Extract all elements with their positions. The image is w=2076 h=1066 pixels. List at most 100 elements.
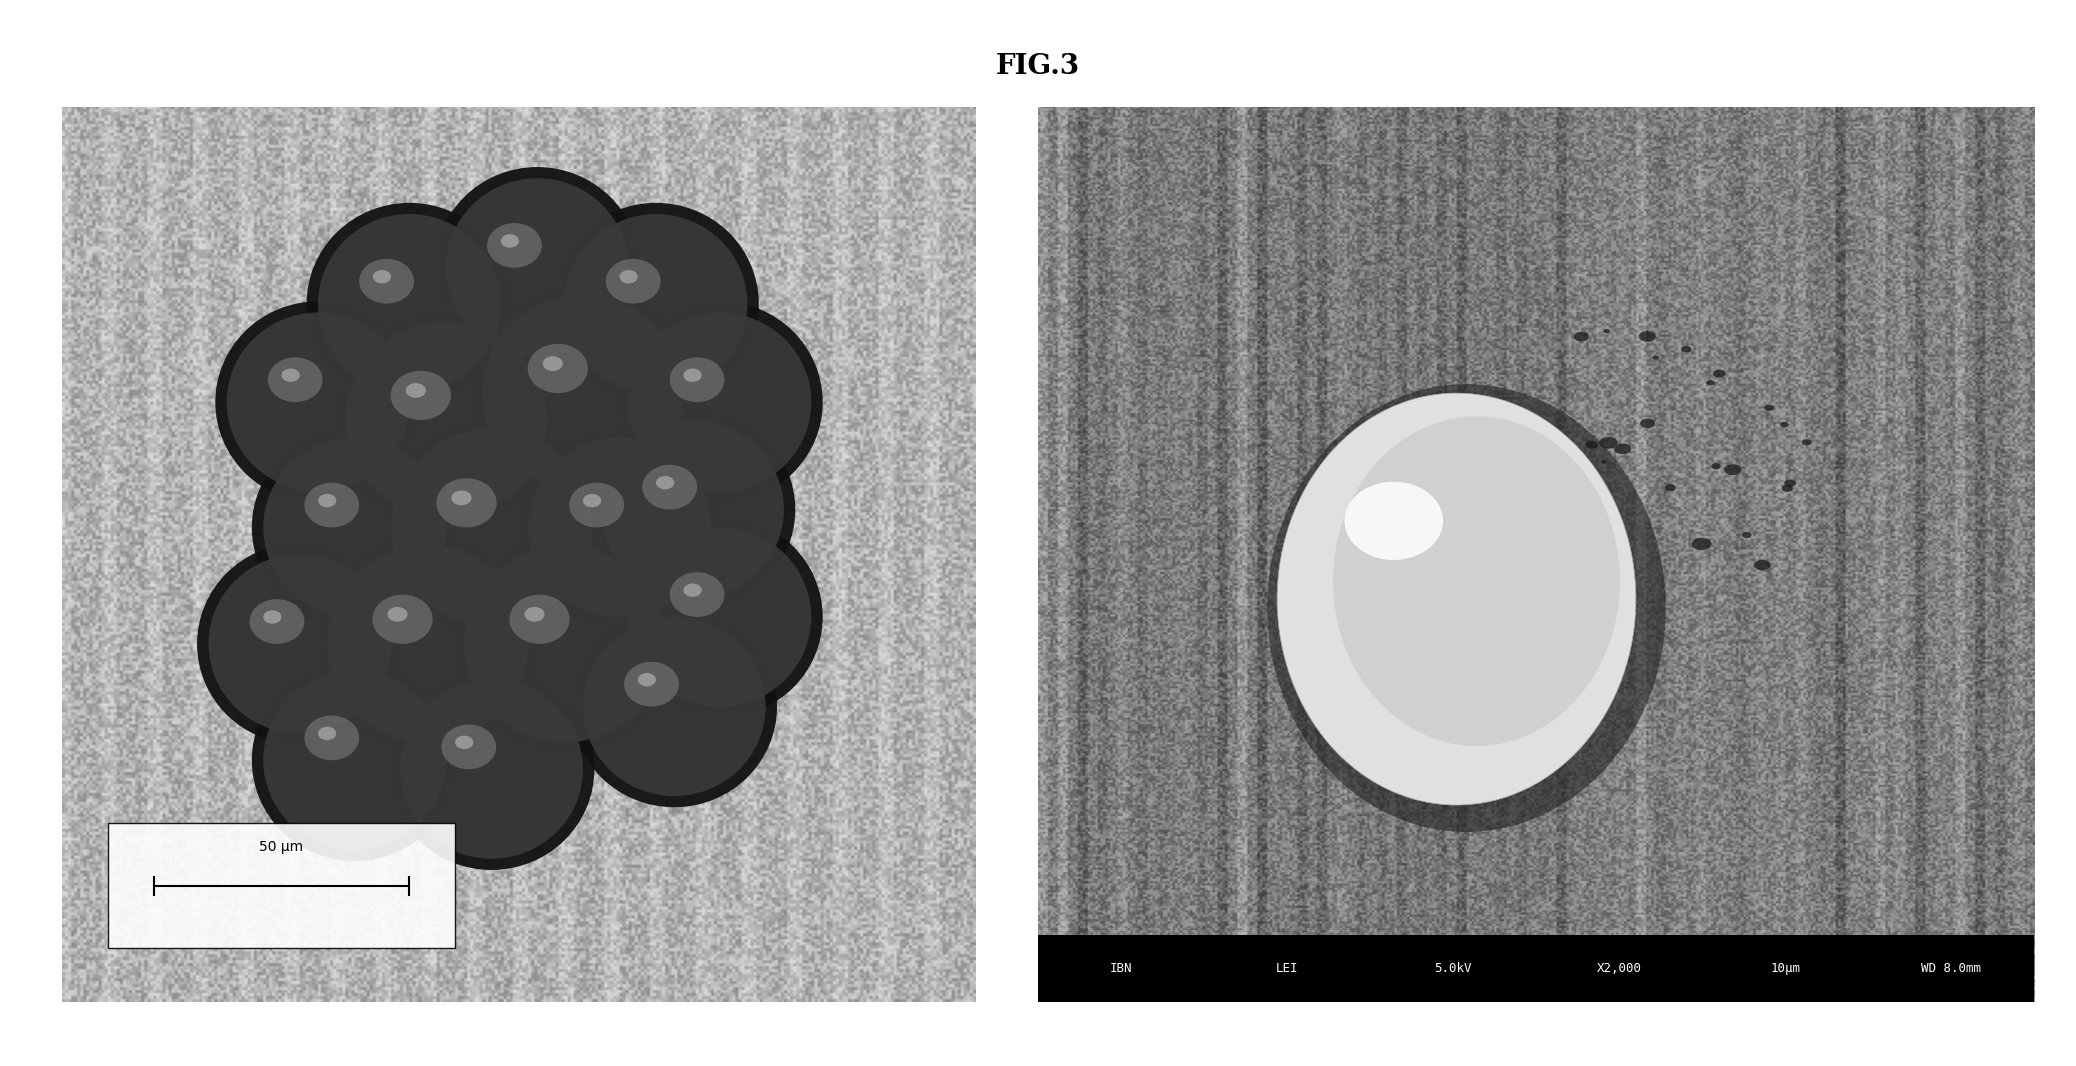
Ellipse shape [1711, 463, 1721, 469]
Ellipse shape [569, 483, 625, 528]
Ellipse shape [390, 429, 592, 626]
Ellipse shape [617, 302, 822, 503]
Ellipse shape [318, 727, 336, 740]
Ellipse shape [527, 438, 710, 617]
Ellipse shape [641, 465, 698, 510]
Text: X2,000: X2,000 [1596, 963, 1642, 975]
Ellipse shape [1599, 437, 1617, 449]
Ellipse shape [671, 357, 725, 402]
Ellipse shape [542, 356, 563, 371]
Ellipse shape [1742, 532, 1752, 538]
Text: 10μm: 10μm [1771, 963, 1800, 975]
Ellipse shape [1601, 459, 1607, 464]
Ellipse shape [571, 605, 776, 807]
Ellipse shape [637, 673, 656, 687]
Ellipse shape [1765, 405, 1775, 410]
Ellipse shape [197, 544, 403, 745]
Ellipse shape [1779, 422, 1790, 427]
Ellipse shape [1754, 560, 1771, 570]
Text: 5.0kV: 5.0kV [1435, 963, 1472, 975]
FancyBboxPatch shape [108, 823, 455, 949]
Ellipse shape [450, 490, 471, 505]
Ellipse shape [527, 344, 588, 393]
Ellipse shape [509, 595, 569, 644]
Ellipse shape [305, 715, 359, 760]
Ellipse shape [380, 418, 604, 637]
Text: FIG.3: FIG.3 [996, 53, 1080, 80]
Ellipse shape [374, 270, 390, 284]
Text: LEI: LEI [1277, 963, 1298, 975]
Ellipse shape [629, 528, 812, 707]
Ellipse shape [1652, 356, 1659, 359]
Ellipse shape [1713, 370, 1725, 377]
Ellipse shape [372, 595, 432, 644]
Ellipse shape [656, 475, 675, 489]
Ellipse shape [482, 294, 683, 491]
Ellipse shape [602, 420, 785, 599]
Ellipse shape [249, 599, 305, 644]
Ellipse shape [683, 583, 702, 597]
Text: WD 8.0mm: WD 8.0mm [1922, 963, 1981, 975]
Ellipse shape [500, 235, 519, 247]
Ellipse shape [1665, 484, 1675, 491]
Ellipse shape [1277, 393, 1636, 805]
Ellipse shape [606, 259, 660, 304]
Ellipse shape [1345, 482, 1443, 560]
Ellipse shape [1590, 568, 1601, 575]
Ellipse shape [465, 546, 664, 742]
Text: IBN: IBN [1111, 963, 1131, 975]
Ellipse shape [488, 223, 542, 268]
Ellipse shape [208, 554, 390, 733]
Ellipse shape [617, 516, 822, 717]
Ellipse shape [316, 534, 540, 754]
Ellipse shape [318, 494, 336, 507]
Ellipse shape [436, 479, 496, 528]
Ellipse shape [453, 534, 677, 754]
Ellipse shape [1615, 443, 1632, 454]
Ellipse shape [1603, 329, 1611, 334]
Ellipse shape [683, 369, 702, 382]
Ellipse shape [434, 167, 639, 369]
Ellipse shape [318, 214, 500, 393]
Ellipse shape [268, 357, 322, 402]
Bar [1038, 935, 2034, 1002]
Ellipse shape [625, 662, 679, 707]
Ellipse shape [619, 270, 637, 284]
Ellipse shape [1574, 332, 1588, 341]
Ellipse shape [1640, 419, 1655, 429]
Ellipse shape [359, 259, 413, 304]
Ellipse shape [1682, 345, 1692, 353]
Ellipse shape [517, 426, 722, 628]
Ellipse shape [1638, 330, 1657, 342]
Ellipse shape [583, 617, 766, 796]
Ellipse shape [1802, 439, 1812, 446]
Ellipse shape [455, 736, 473, 749]
Ellipse shape [552, 203, 760, 404]
Ellipse shape [1781, 485, 1794, 491]
Ellipse shape [1586, 534, 1605, 546]
Ellipse shape [565, 214, 747, 393]
Ellipse shape [226, 312, 409, 491]
Ellipse shape [1692, 537, 1711, 550]
Ellipse shape [388, 668, 594, 870]
Ellipse shape [328, 546, 527, 742]
Ellipse shape [590, 409, 795, 610]
Ellipse shape [264, 610, 282, 624]
Ellipse shape [264, 671, 446, 850]
Ellipse shape [216, 302, 421, 503]
Ellipse shape [1586, 440, 1599, 449]
Ellipse shape [1266, 384, 1665, 831]
Ellipse shape [401, 680, 583, 859]
Ellipse shape [1783, 480, 1796, 487]
Ellipse shape [264, 438, 446, 617]
Ellipse shape [1725, 465, 1742, 475]
Text: 50 μm: 50 μm [260, 840, 303, 854]
Ellipse shape [390, 371, 450, 420]
Ellipse shape [334, 310, 558, 530]
Ellipse shape [629, 312, 812, 491]
Ellipse shape [251, 660, 457, 861]
Ellipse shape [345, 322, 546, 518]
Ellipse shape [388, 607, 407, 621]
Ellipse shape [1333, 417, 1619, 746]
Ellipse shape [442, 725, 496, 770]
